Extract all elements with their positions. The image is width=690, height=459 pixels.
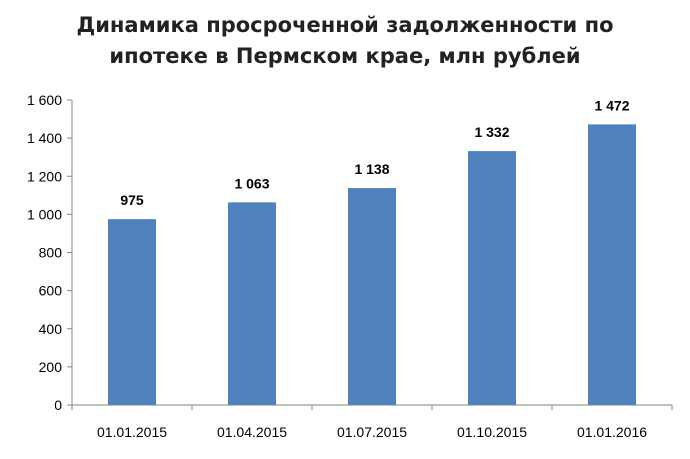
chart-title-line-1: Динамика просроченной задолженности по xyxy=(76,13,614,37)
data-label: 1 063 xyxy=(234,175,269,191)
data-label: 1 472 xyxy=(594,97,629,113)
x-tick-label: 01.07.2015 xyxy=(337,424,407,440)
x-tick-label: 01.01.2016 xyxy=(577,424,647,440)
y-tick-label: 800 xyxy=(39,245,63,261)
y-tick-label: 600 xyxy=(39,283,63,299)
y-tick-label: 1 200 xyxy=(27,168,62,184)
bar xyxy=(588,124,636,406)
bar xyxy=(228,202,276,405)
y-tick-label: 1 400 xyxy=(27,130,62,146)
data-label: 1 332 xyxy=(474,124,509,140)
data-label: 975 xyxy=(120,192,144,208)
chart-title: Динамика просроченной задолженности по и… xyxy=(0,10,690,72)
y-tick-label: 400 xyxy=(39,321,63,337)
y-tick-label: 0 xyxy=(54,397,62,413)
bar xyxy=(468,151,516,405)
bar xyxy=(348,188,396,405)
x-tick-label: 01.10.2015 xyxy=(457,424,527,440)
y-tick-label: 200 xyxy=(39,359,63,375)
x-tick-label: 01.04.2015 xyxy=(217,424,287,440)
chart-title-line-2: ипотеке в Пермском крае, млн рублей xyxy=(109,44,581,68)
x-tick-label: 01.01.2015 xyxy=(97,424,167,440)
y-tick-label: 1 600 xyxy=(27,92,62,108)
y-tick-label: 1 000 xyxy=(27,206,62,222)
bar xyxy=(108,219,156,405)
data-label: 1 138 xyxy=(354,161,389,177)
